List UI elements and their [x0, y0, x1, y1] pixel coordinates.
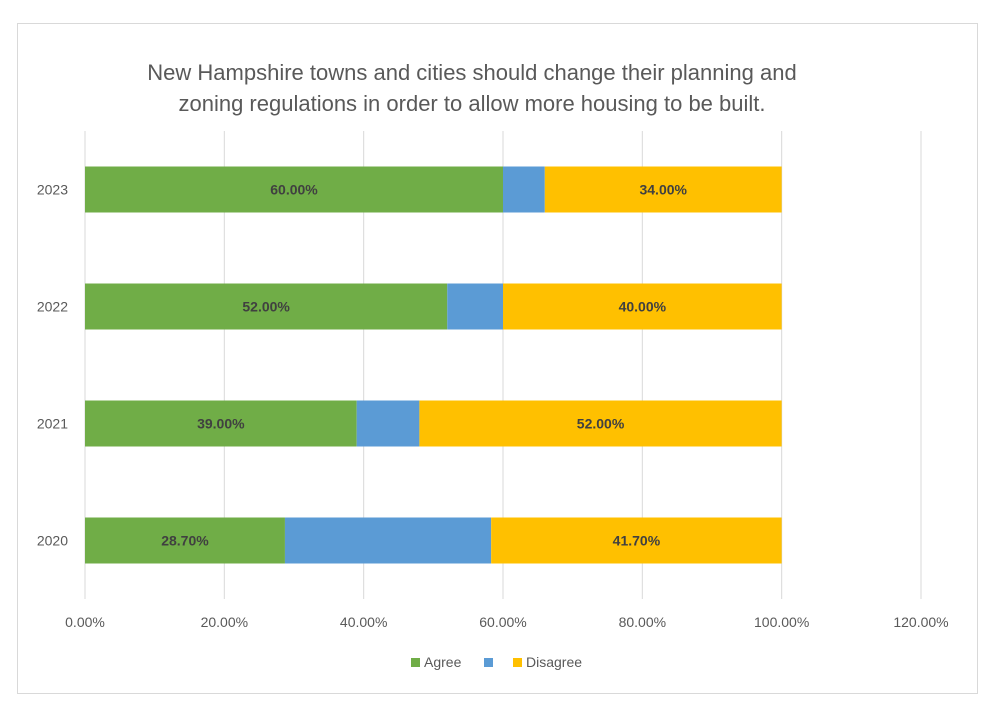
- bar-agree: [85, 166, 503, 213]
- bar-agree: [85, 283, 448, 330]
- x-tick-label: 80.00%: [619, 614, 666, 630]
- y-tick-label: 2021: [37, 416, 68, 432]
- bar-series-1: [284, 517, 492, 564]
- data-label: 28.70%: [161, 533, 209, 549]
- x-tick-label: 100.00%: [754, 614, 809, 630]
- x-tick-label: 120.00%: [893, 614, 948, 630]
- legend-label: Agree: [424, 654, 462, 670]
- data-label: 34.00%: [639, 182, 687, 198]
- data-label: 40.00%: [619, 299, 667, 315]
- data-label: 60.00%: [270, 182, 318, 198]
- bar-disagree: [503, 283, 782, 330]
- legend-swatch: [484, 658, 493, 667]
- y-tick-label: 2023: [37, 182, 68, 198]
- bar-series-1: [503, 166, 545, 213]
- bar-disagree: [419, 400, 782, 447]
- bar-series-1: [447, 283, 503, 330]
- data-label: 39.00%: [197, 416, 245, 432]
- legend-swatch: [513, 658, 522, 667]
- bar-agree: [85, 400, 357, 447]
- data-label: 41.70%: [613, 533, 661, 549]
- chart-title-line-2: zoning regulations in order to allow mor…: [178, 91, 765, 116]
- legend-label: Disagree: [526, 654, 582, 670]
- y-tick-label: 2022: [37, 299, 68, 315]
- chart-title-line-1: New Hampshire towns and cities should ch…: [147, 60, 796, 85]
- x-tick-label: 40.00%: [340, 614, 387, 630]
- bar-series-1: [356, 400, 420, 447]
- x-tick-label: 60.00%: [479, 614, 526, 630]
- bar-disagree: [544, 166, 782, 213]
- data-label: 52.00%: [242, 299, 290, 315]
- y-tick-label: 2020: [37, 533, 68, 549]
- x-tick-label: 0.00%: [65, 614, 105, 630]
- bar-agree: [85, 517, 285, 564]
- chart-frame: [17, 23, 978, 694]
- bar-disagree: [491, 517, 782, 564]
- legend-swatch: [411, 658, 420, 667]
- data-label: 52.00%: [577, 416, 625, 432]
- x-tick-label: 20.00%: [201, 614, 248, 630]
